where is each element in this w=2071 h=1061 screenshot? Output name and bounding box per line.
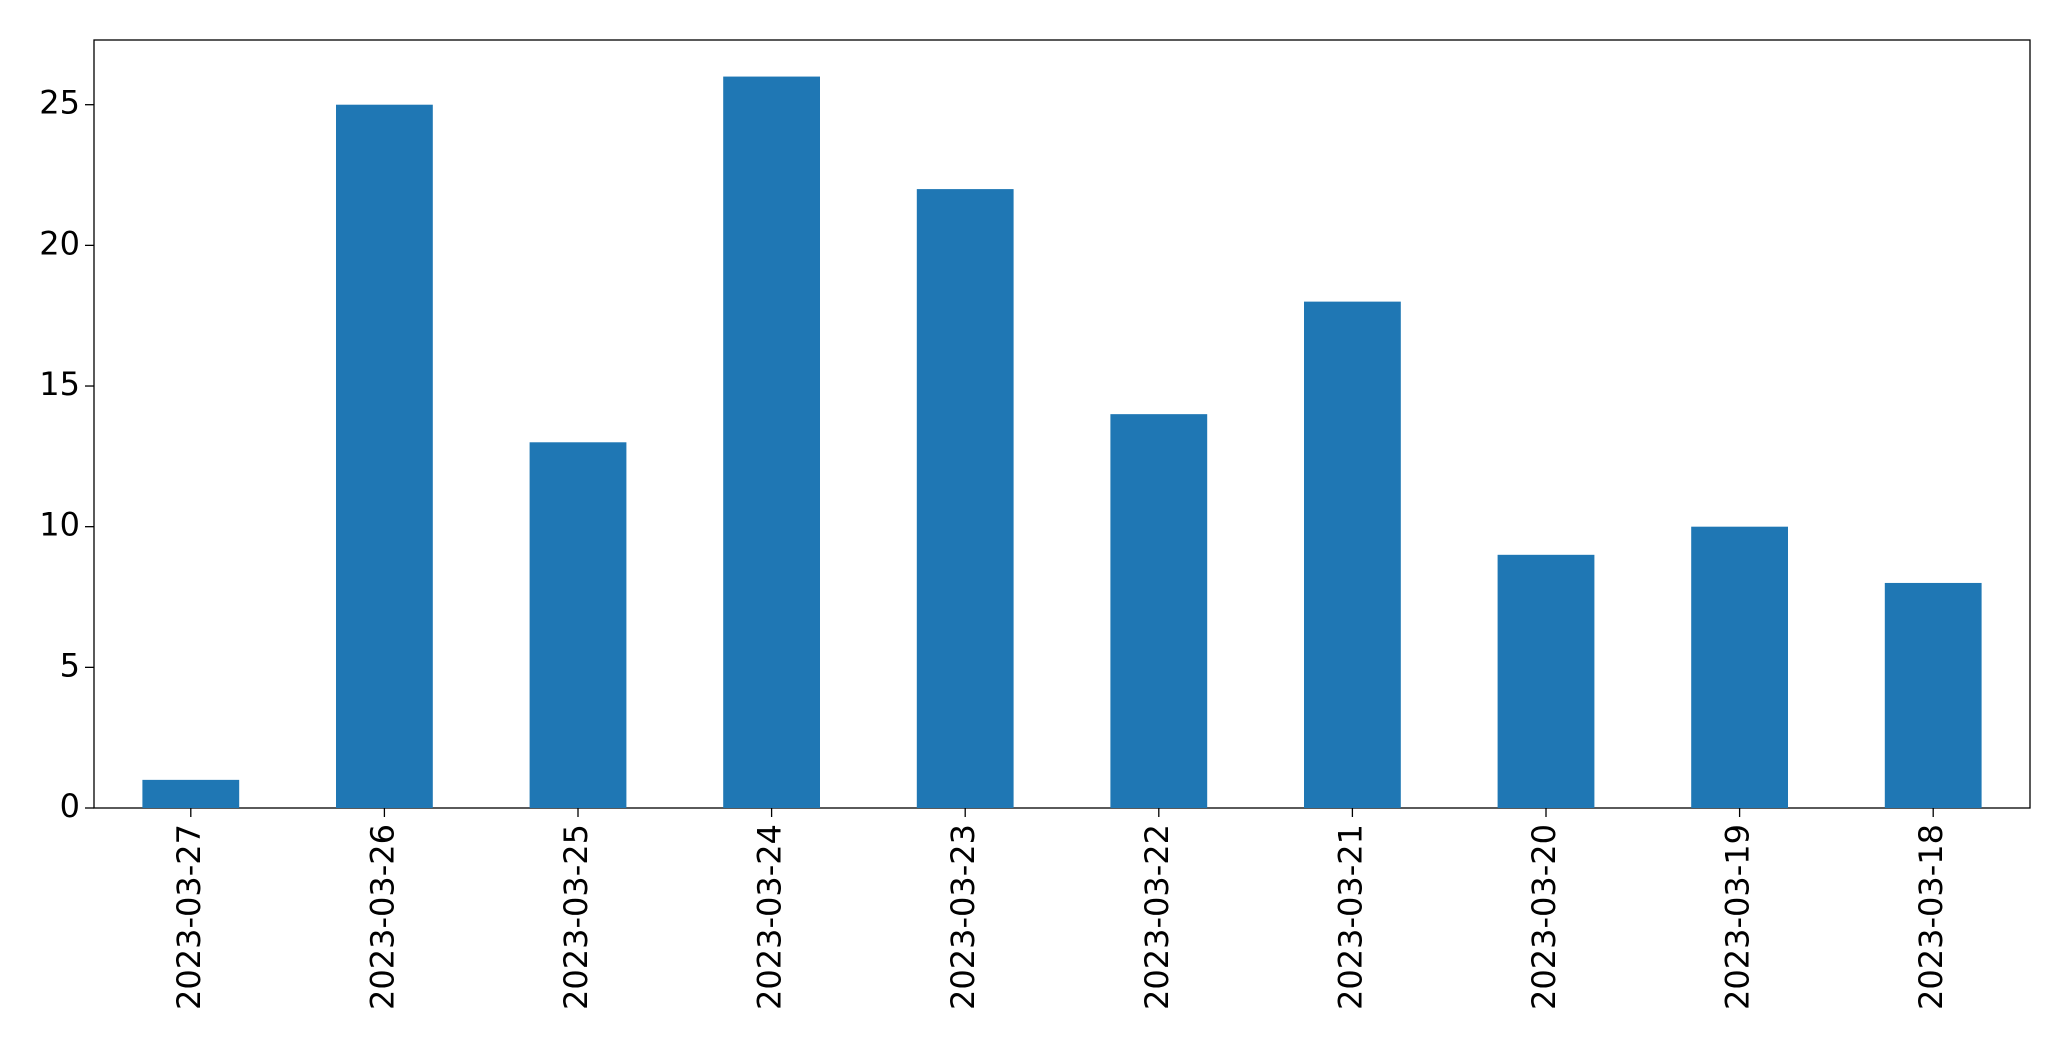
- bar: [1110, 414, 1208, 808]
- bar: [142, 779, 240, 808]
- bar: [529, 442, 627, 808]
- y-tick-label: 15: [39, 365, 80, 403]
- y-tick-label: 10: [39, 506, 80, 544]
- bar: [336, 104, 433, 808]
- x-tick-label: 2023-03-25: [557, 824, 595, 1010]
- x-tick-label: 2023-03-22: [1138, 824, 1176, 1010]
- y-tick-label: 25: [39, 84, 80, 122]
- x-tick-label: 2023-03-27: [170, 824, 208, 1010]
- x-tick-label: 2023-03-19: [1719, 824, 1757, 1010]
- y-tick-label: 20: [39, 224, 80, 262]
- y-tick-label: 0: [60, 787, 80, 825]
- x-tick-label: 2023-03-20: [1525, 824, 1563, 1010]
- plot-frame: [93, 39, 2031, 809]
- x-tick-label: 2023-03-21: [1331, 824, 1369, 1010]
- bar: [1497, 554, 1595, 808]
- bar: [1304, 301, 1401, 808]
- bar: [1691, 526, 1788, 808]
- bar: [916, 189, 1014, 809]
- x-tick-label: 2023-03-18: [1912, 824, 1950, 1010]
- x-tick-label: 2023-03-26: [363, 824, 401, 1010]
- x-tick-label: 2023-03-23: [944, 824, 982, 1010]
- y-tick-label: 5: [60, 646, 80, 684]
- bar: [1884, 582, 1982, 808]
- bar: [723, 76, 820, 809]
- x-tick-label: 2023-03-24: [751, 824, 789, 1010]
